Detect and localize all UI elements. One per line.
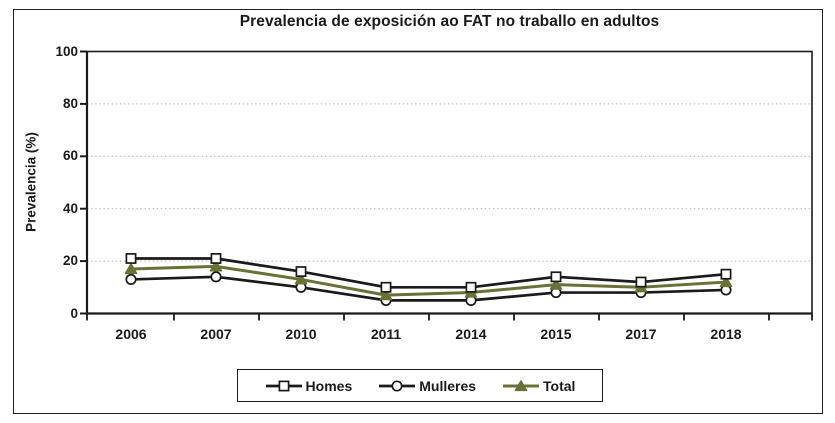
chart-outer-border xyxy=(13,9,823,414)
